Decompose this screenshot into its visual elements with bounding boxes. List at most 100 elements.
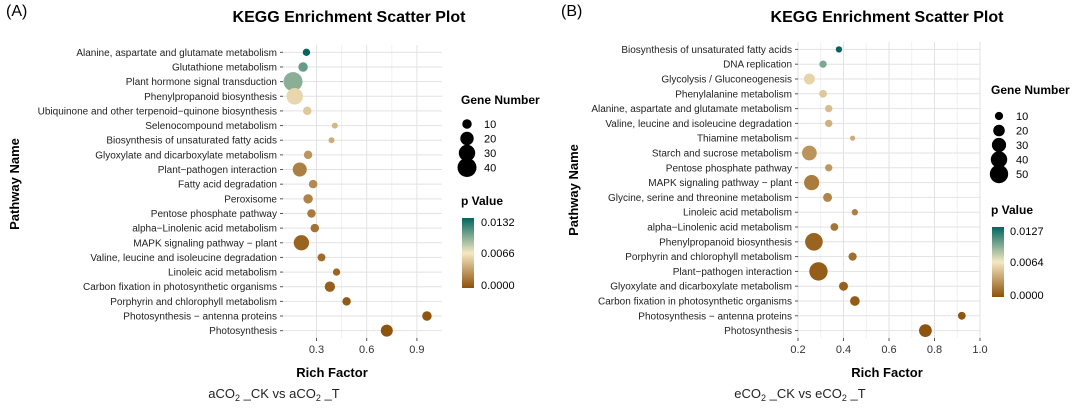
data-point bbox=[805, 232, 823, 251]
pathway-label: Photosynthesis − antenna proteins bbox=[638, 311, 792, 322]
plot-area: 0.3 0.6 0.9 Alanine, aspartate and glutamat… bbox=[38, 45, 442, 356]
size-legend: 10 20 30 40 50 bbox=[989, 111, 1028, 184]
x-tick-label: 0.6 bbox=[359, 344, 374, 356]
pathway-label: Carbon fixation in photosynthetic organi… bbox=[598, 297, 792, 308]
size-legend-dot bbox=[989, 164, 1009, 184]
pathway-label: Phenylpropanoid biosynthesis bbox=[144, 92, 277, 103]
pathway-label: Biosynthesis of unsaturated fatty acids bbox=[621, 45, 792, 56]
pathway-label: Linoleic acid metabolism bbox=[683, 208, 792, 219]
size-legend-label: 40 bbox=[1016, 155, 1028, 167]
color-legend-title: p Value bbox=[461, 194, 503, 208]
pathway-label: MAPK signaling pathway − plant bbox=[648, 178, 792, 189]
size-legend-label: 30 bbox=[484, 148, 496, 160]
pathway-label: Fatty acid degradation bbox=[178, 180, 277, 191]
data-point bbox=[324, 281, 336, 292]
pathway-label: Plant−pathogen interaction bbox=[158, 165, 277, 176]
data-point bbox=[825, 104, 833, 113]
plot-area: 0.2 0.4 0.6 0.8 1.0 Biosynthesis of unsaturat… bbox=[591, 42, 988, 356]
size-legend-label: 40 bbox=[484, 163, 496, 175]
x-tick-label: 1.0 bbox=[972, 344, 987, 356]
data-point bbox=[848, 252, 857, 261]
data-point bbox=[307, 209, 316, 218]
legend: Gene Number 10 20 30 40 p Value 0.0132 0.00… bbox=[457, 93, 540, 292]
data-point bbox=[850, 135, 856, 141]
x-axis-label: Rich Factor bbox=[851, 365, 923, 380]
data-point bbox=[317, 253, 326, 262]
size-legend-dot bbox=[994, 111, 1004, 121]
data-point bbox=[293, 235, 310, 251]
pathway-label: alpha−Linolenic acid metabolism bbox=[647, 223, 792, 234]
pathway-label: Glycine, serine and threonine metabolism bbox=[608, 193, 792, 204]
pathway-label: Photosynthesis − antenna proteins bbox=[123, 312, 277, 323]
color-legend-label-min: 0.0000 bbox=[481, 280, 515, 292]
pathway-label: Biosynthesis of unsaturated fatty acids bbox=[106, 136, 277, 147]
pathway-label: Plant−pathogen interaction bbox=[673, 267, 792, 278]
pathway-label: Peroxisome bbox=[224, 194, 277, 205]
data-point bbox=[286, 88, 303, 105]
data-point bbox=[830, 223, 839, 231]
caption: aCO2 _CK vs aCO2 _T bbox=[208, 386, 339, 403]
size-legend-label: 20 bbox=[484, 134, 496, 146]
data-point bbox=[825, 164, 833, 172]
data-point bbox=[303, 150, 313, 160]
pathway-label: Linoleic acid metabolism bbox=[168, 268, 277, 279]
pathway-label: Glycolysis / Gluconeogenesis bbox=[661, 75, 792, 86]
data-point bbox=[292, 162, 307, 177]
color-legend-title: p Value bbox=[991, 203, 1033, 217]
size-legend-dot bbox=[993, 124, 1005, 137]
pathway-label: Carbon fixation in photosynthetic organi… bbox=[83, 282, 277, 293]
pathway-label: DNA replication bbox=[723, 60, 792, 71]
size-legend-title: Gene Number bbox=[461, 93, 540, 107]
color-legend-label-mid: 0.0066 bbox=[481, 248, 515, 260]
y-axis-label: Pathway Name bbox=[566, 144, 581, 236]
data-point bbox=[328, 137, 335, 144]
data-point bbox=[851, 209, 859, 216]
data-point bbox=[823, 192, 833, 202]
chart-title: KEGG Enrichment Scatter Plot bbox=[233, 9, 467, 26]
x-tick-label: 0.4 bbox=[836, 344, 851, 356]
pathway-label: Glyoxylate and dicarboxylate metabolism bbox=[95, 150, 277, 161]
size-legend-title: Gene Number bbox=[991, 83, 1070, 97]
pathway-label: Photosynthesis bbox=[724, 326, 792, 337]
data-point bbox=[332, 268, 341, 276]
pathway-label: Thiamine metabolism bbox=[697, 134, 792, 145]
pathway-label: Photosynthesis bbox=[209, 326, 277, 337]
x-tick-label: 0.8 bbox=[927, 344, 942, 356]
data-point bbox=[839, 281, 848, 291]
size-legend-dot bbox=[462, 119, 472, 129]
panel-a: (A) KEGG Enrichment Scatter Plot Pathway… bbox=[6, 3, 540, 403]
x-axis-label: Rich Factor bbox=[296, 365, 368, 380]
x-tick-label: 0.3 bbox=[309, 344, 324, 356]
pathway-label: Phenylpropanoid biosynthesis bbox=[659, 237, 792, 248]
data-point bbox=[331, 122, 338, 129]
size-legend-label: 10 bbox=[484, 119, 496, 131]
pathway-label: Selenocompound metabolism bbox=[145, 121, 277, 132]
pathway-label: Alanine, aspartate and glutamate metabol… bbox=[591, 104, 792, 115]
size-legend-dot bbox=[458, 144, 476, 162]
pathway-label: Pentose phosphate pathway bbox=[151, 209, 277, 220]
size-legend-label: 50 bbox=[1016, 169, 1028, 181]
chart-title: KEGG Enrichment Scatter Plot bbox=[771, 9, 1005, 26]
data-point bbox=[380, 324, 393, 337]
color-legend-label-min: 0.0000 bbox=[1010, 290, 1044, 302]
data-point bbox=[342, 297, 351, 306]
data-point bbox=[303, 194, 313, 204]
data-point bbox=[804, 175, 820, 191]
x-tick-label: 0.9 bbox=[409, 344, 424, 356]
pathway-label: Valine, leucine and isoleucine degradati… bbox=[90, 253, 277, 264]
data-point bbox=[819, 89, 827, 98]
data-point bbox=[809, 262, 828, 281]
data-point bbox=[919, 324, 932, 337]
pathway-label: Ubiquinone and other terpenoid−quinone b… bbox=[38, 106, 277, 117]
legend: Gene Number 10 20 30 40 50 p Value 0.0127 0.… bbox=[989, 83, 1070, 302]
data-point bbox=[422, 311, 432, 321]
data-point bbox=[835, 46, 843, 53]
data-point bbox=[803, 73, 815, 85]
pathway-label: Glyoxylate and dicarboxylate metabolism bbox=[610, 282, 792, 293]
size-legend-dot bbox=[991, 137, 1007, 153]
size-legend-label: 20 bbox=[1016, 126, 1028, 138]
data-point bbox=[302, 48, 311, 56]
size-legend-label: 30 bbox=[1016, 140, 1028, 152]
